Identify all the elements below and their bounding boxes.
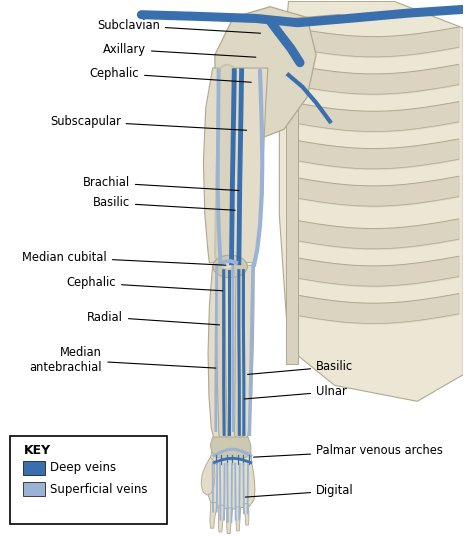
Text: Subscapular: Subscapular xyxy=(50,115,246,130)
Polygon shape xyxy=(235,507,241,531)
Polygon shape xyxy=(207,452,255,509)
Polygon shape xyxy=(203,68,268,263)
Polygon shape xyxy=(243,504,249,525)
Text: Basilic: Basilic xyxy=(247,360,353,375)
Bar xyxy=(286,17,298,364)
Text: Superficial veins: Superficial veins xyxy=(50,483,148,496)
Polygon shape xyxy=(210,503,217,528)
Ellipse shape xyxy=(221,259,234,269)
Text: Brachial: Brachial xyxy=(83,176,239,190)
Polygon shape xyxy=(219,505,225,532)
Text: Median
antebrachial: Median antebrachial xyxy=(30,346,216,374)
Text: Palmar venous arches: Palmar venous arches xyxy=(254,444,443,457)
Polygon shape xyxy=(201,457,215,495)
Text: Deep veins: Deep veins xyxy=(50,461,117,474)
Text: Basilic: Basilic xyxy=(92,197,235,210)
Text: Median cubital: Median cubital xyxy=(22,251,226,265)
Polygon shape xyxy=(210,437,251,460)
Text: Cephalic: Cephalic xyxy=(66,277,223,291)
Bar xyxy=(23,461,45,475)
FancyBboxPatch shape xyxy=(10,436,167,524)
Polygon shape xyxy=(227,508,233,533)
Ellipse shape xyxy=(213,255,247,278)
Text: Radial: Radial xyxy=(87,310,219,325)
Text: Ulnar: Ulnar xyxy=(245,385,347,399)
Text: KEY: KEY xyxy=(24,444,51,457)
Bar xyxy=(23,482,45,496)
Text: Digital: Digital xyxy=(245,485,354,497)
Text: Cephalic: Cephalic xyxy=(90,67,251,82)
Text: Axillary: Axillary xyxy=(103,43,256,57)
Polygon shape xyxy=(279,2,463,401)
Polygon shape xyxy=(215,7,316,140)
Polygon shape xyxy=(208,265,254,438)
Text: Subclavian: Subclavian xyxy=(97,19,260,33)
